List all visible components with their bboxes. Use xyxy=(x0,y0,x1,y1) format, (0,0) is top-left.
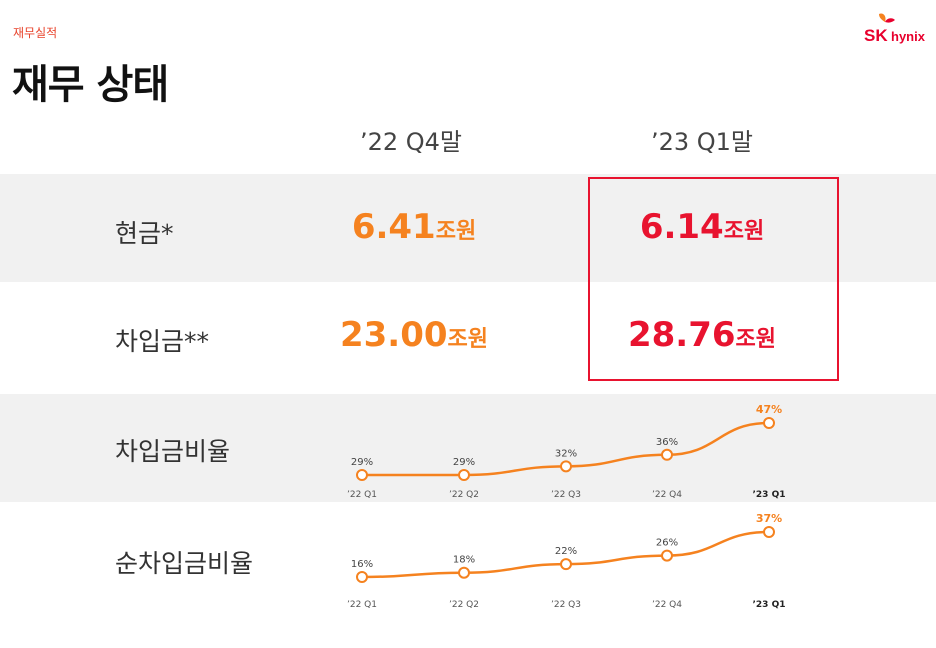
x-tick-label: ’22 Q1 xyxy=(347,600,377,610)
x-tick-label: ’22 Q3 xyxy=(551,600,581,610)
data-point xyxy=(458,566,470,579)
debt-value-q1: 28.76조원 xyxy=(552,315,852,355)
cash-row: 현금* 6.41조원 6.14조원 xyxy=(0,174,936,282)
cash-value-q1: 6.14조원 xyxy=(552,207,852,247)
net-debt-ratio-row: 순차입금비율 16% ’22 Q1 18% ’22 Q2 22% ’22 Q3 26% ’22… xyxy=(0,504,936,612)
data-label: 16% xyxy=(351,559,373,570)
x-tick-label: ’22 Q2 xyxy=(449,490,479,500)
x-tick-label: ’22 Q3 xyxy=(551,490,581,500)
data-label: 36% xyxy=(656,437,678,448)
row-label-net-debt-ratio: 순차입금비율 xyxy=(115,549,254,578)
data-point xyxy=(356,469,368,481)
cash-value-q4: 6.41조원 xyxy=(264,207,564,247)
value-number: 28.76 xyxy=(627,315,736,355)
value-unit: 조원 xyxy=(723,219,765,244)
value-number: 6.14 xyxy=(639,207,724,247)
x-tick-label: ’22 Q4 xyxy=(652,490,682,500)
debt-row: 차입금** 23.00조원 28.76조원 xyxy=(0,284,936,392)
column-header-q4: ’22 Q4말 xyxy=(359,128,463,156)
x-tick-label: ’23 Q1 xyxy=(753,490,786,500)
value-number: 6.41 xyxy=(351,207,436,247)
section-label: 재무실적 xyxy=(13,26,58,40)
sk-hynix-logo: SK hynix xyxy=(861,12,931,52)
debt-ratio-row: 차입금비율 29% ’22 Q1 29% ’22 Q2 32% ’22 Q3 36% ’22 … xyxy=(0,394,936,502)
data-label: 18% xyxy=(453,555,475,566)
data-point xyxy=(763,526,775,538)
data-point xyxy=(458,469,470,481)
logo-hynix-text: hynix xyxy=(891,29,925,44)
x-tick-label: ’23 Q1 xyxy=(753,600,786,610)
data-label: 32% xyxy=(555,448,577,459)
data-label: 29% xyxy=(351,457,373,468)
x-tick-label: ’22 Q2 xyxy=(449,600,479,610)
butterfly-icon xyxy=(879,13,895,23)
q1-highlight-box xyxy=(588,177,839,381)
data-label: 22% xyxy=(555,546,577,557)
data-label: 47% xyxy=(756,403,782,416)
data-label: 37% xyxy=(756,512,782,525)
data-point xyxy=(356,571,368,583)
page-title: 재무 상태 xyxy=(12,62,169,108)
value-number: 23.00 xyxy=(339,315,448,355)
debt-ratio-chart: 29% ’22 Q1 29% ’22 Q2 32% ’22 Q3 36% ’22 Q4 47% ’… xyxy=(347,403,786,500)
x-tick-label: ’22 Q4 xyxy=(652,600,682,610)
data-point xyxy=(560,558,572,571)
column-header-q1: ’23 Q1말 xyxy=(650,128,754,156)
logo-sk-text: SK xyxy=(864,26,888,45)
row-label-cash: 현금* xyxy=(115,219,174,248)
data-point xyxy=(661,448,673,461)
debt-value-q4: 23.00조원 xyxy=(264,315,564,355)
x-tick-label: ’22 Q1 xyxy=(347,490,377,500)
value-unit: 조원 xyxy=(735,327,777,352)
data-point xyxy=(661,549,673,562)
data-point xyxy=(560,460,572,473)
data-label: 29% xyxy=(453,457,475,468)
value-unit: 조원 xyxy=(435,219,477,244)
net-debt-ratio-chart: 16% ’22 Q1 18% ’22 Q2 22% ’22 Q3 26% ’22 Q4 37% ’… xyxy=(347,512,786,610)
data-point xyxy=(763,417,775,429)
value-unit: 조원 xyxy=(447,327,489,352)
row-label-debt: 차입금** xyxy=(115,327,210,356)
data-label: 26% xyxy=(656,538,678,549)
row-label-debt-ratio: 차입금비율 xyxy=(115,437,231,466)
